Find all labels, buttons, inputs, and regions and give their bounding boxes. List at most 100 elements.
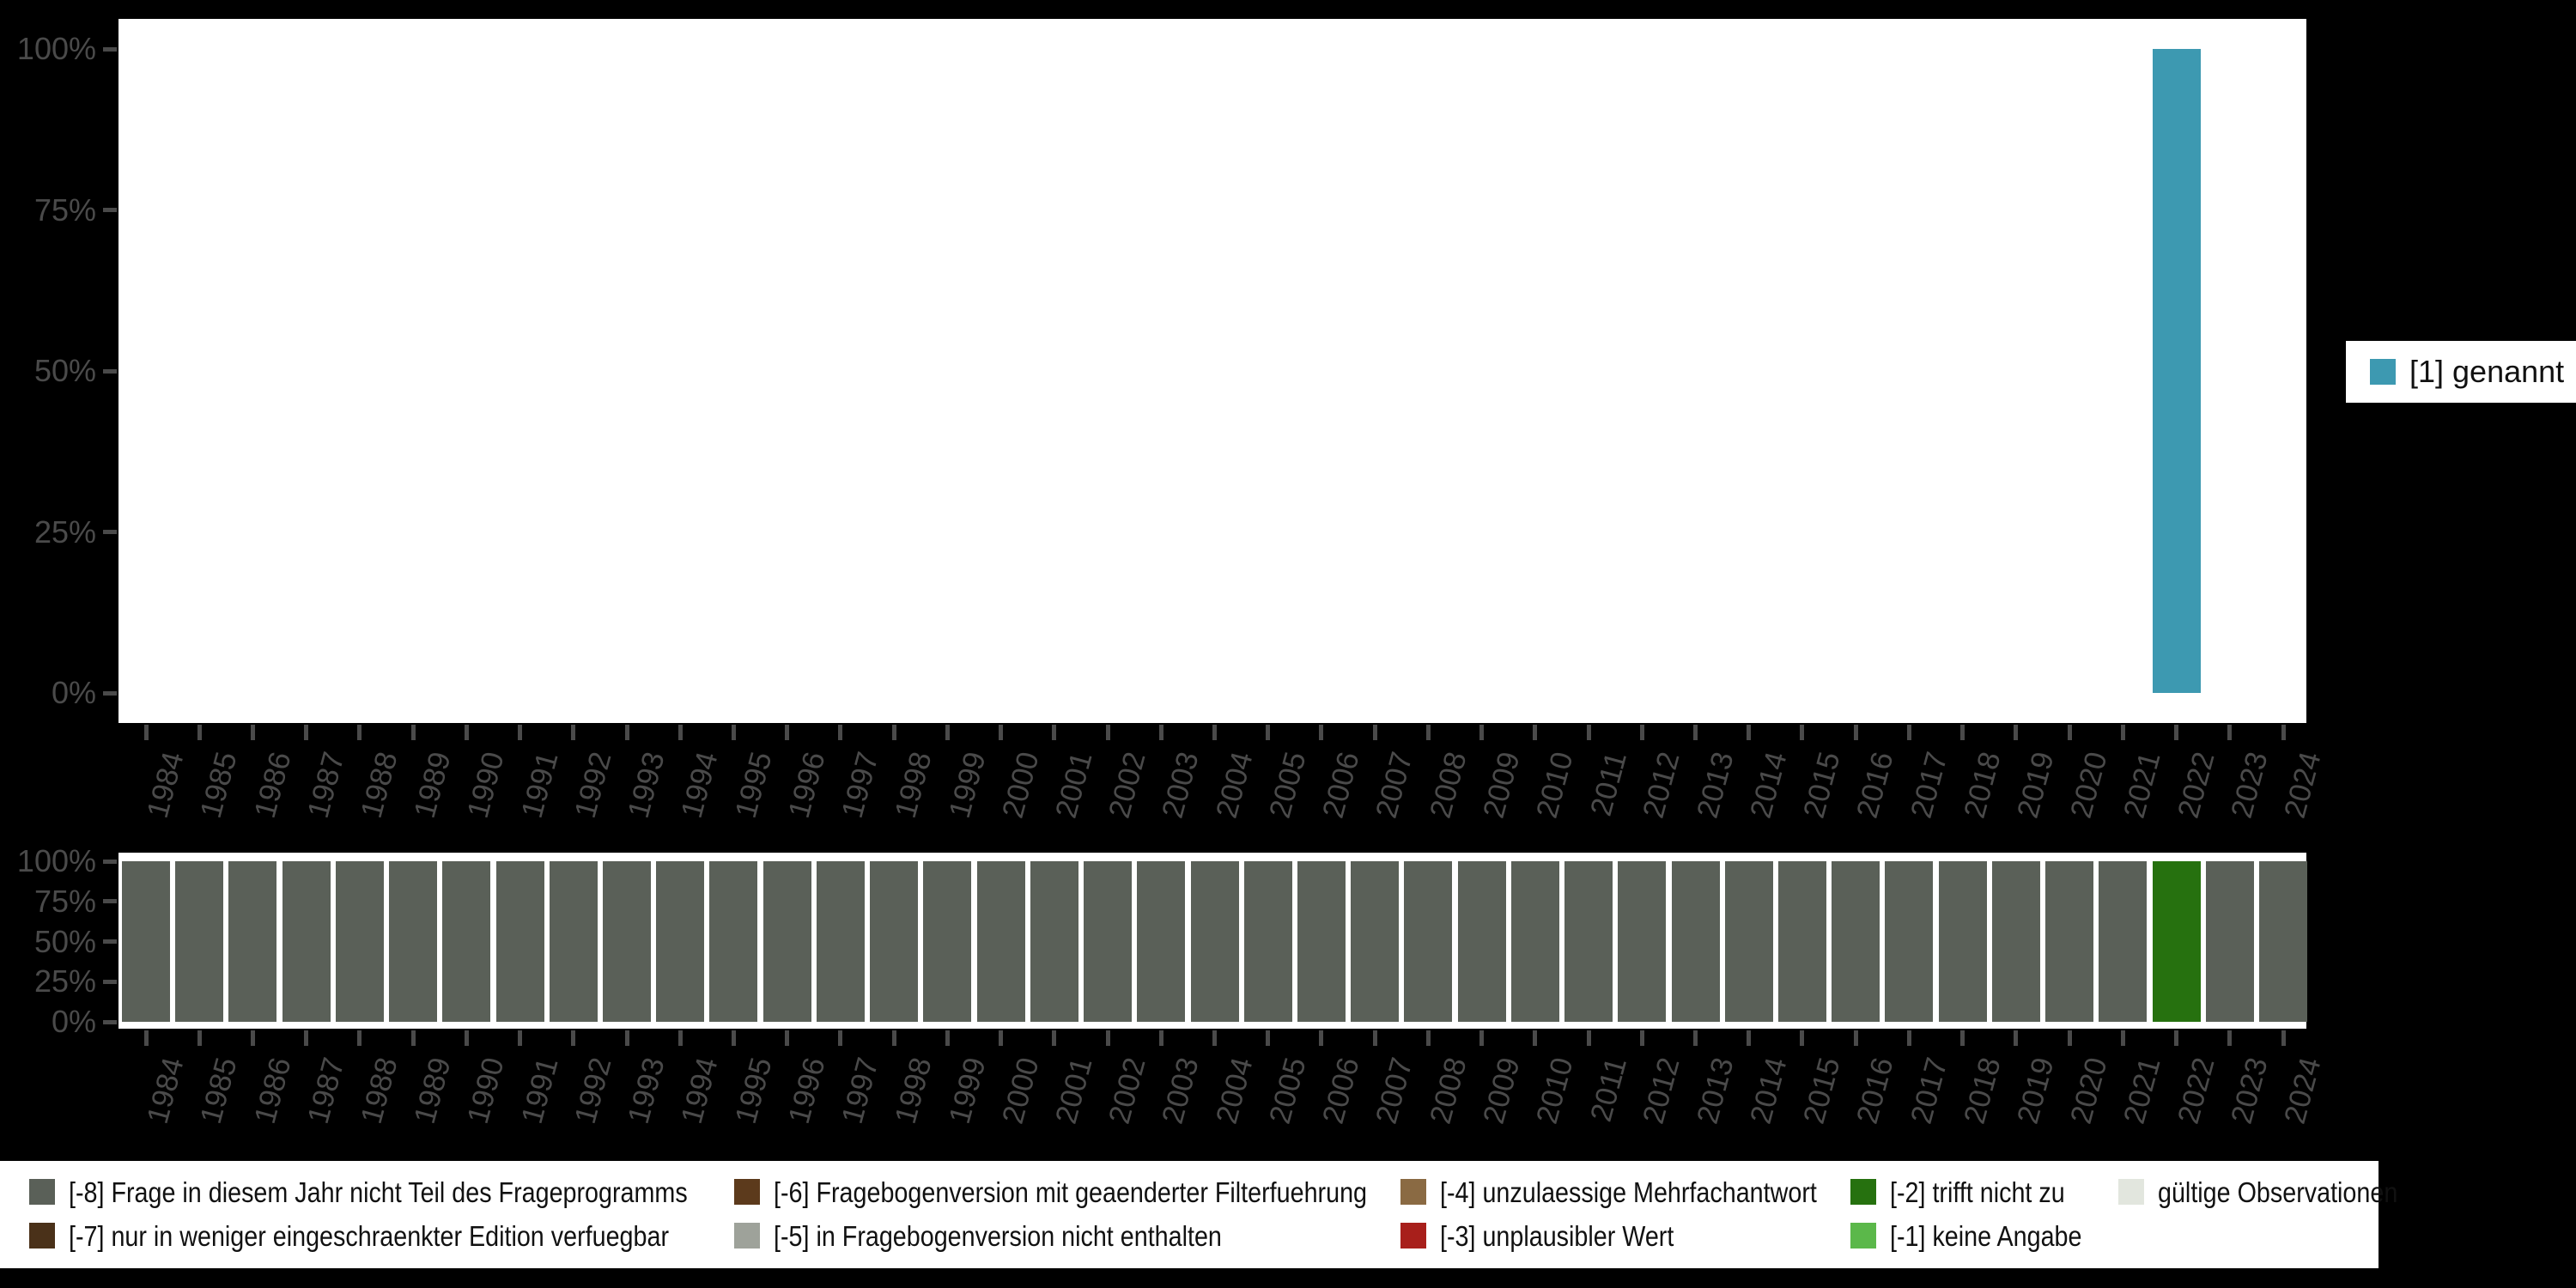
bottom-x-axis-tick [1960, 1030, 1965, 1046]
top-x-axis-tick-label: 1997 [835, 748, 885, 822]
bottom-x-axis-tick-label: 2004 [1209, 1054, 1260, 1127]
bottom-x-axis-tick [1639, 1030, 1644, 1046]
bottom-x-axis-tick-label: 1999 [942, 1054, 993, 1127]
top-x-axis-tick [945, 725, 950, 740]
bottom-x-axis-tick-label: 2024 [2277, 1054, 2328, 1127]
bottom-chart-bar-2021 [2099, 861, 2148, 1022]
bottom-x-axis-tick [1372, 1030, 1377, 1046]
bottom-x-axis-tick [1586, 1030, 1591, 1046]
top-y-axis-tick-label: 0% [51, 675, 96, 710]
bottom-x-axis-tick-label: 2017 [1904, 1054, 1954, 1127]
legend-right-box: [1] genannt [2346, 341, 2576, 403]
bottom-y-axis-tick-label: 75% [33, 883, 96, 919]
top-x-axis-tick-label: 2005 [1262, 748, 1313, 822]
bottom-chart-bar-1991 [495, 861, 544, 1022]
bottom-x-axis-tick [1906, 1030, 1911, 1046]
top-x-axis-tick-label: 2003 [1156, 748, 1206, 822]
bottom-x-axis-tick-label: 2016 [1850, 1054, 1900, 1127]
bottom-y-axis-tick-label: 100% [16, 843, 96, 878]
bottom-chart-bar-2020 [2045, 861, 2094, 1022]
bottom-chart-bar-2016 [1832, 861, 1880, 1022]
top-x-axis-tick-label: 1984 [140, 748, 191, 822]
top-x-axis-tick-label: 2000 [995, 748, 1046, 822]
legend-swatch [734, 1223, 760, 1249]
top-y-axis-tick-label: 75% [33, 191, 96, 228]
legend-right-swatch [2370, 359, 2396, 385]
bottom-x-axis-tick [1747, 1030, 1752, 1046]
legend-item-label: [-7] nur in weniger eingeschraenkter Edi… [69, 1220, 670, 1252]
top-x-axis-tick [143, 725, 149, 740]
top-x-axis-tick-label: 2016 [1850, 748, 1900, 822]
top-x-axis-tick [1960, 725, 1965, 740]
top-x-axis-tick-label: 2008 [1423, 748, 1473, 822]
legend-item-label: gültige Observationen [2158, 1176, 2398, 1208]
top-x-axis-tick-label: 1989 [408, 748, 458, 822]
bottom-x-axis-tick [677, 1030, 683, 1046]
top-x-axis-tick [197, 725, 202, 740]
top-x-axis-tick-label: 2017 [1904, 748, 1954, 822]
bottom-x-axis-tick [2067, 1030, 2072, 1046]
top-y-axis-tick [103, 208, 117, 212]
bottom-chart-bar-2010 [1510, 861, 1559, 1022]
top-x-axis-tick-label: 1988 [354, 748, 404, 822]
top-y-axis-tick [103, 530, 117, 534]
bottom-x-axis-tick-label: 2008 [1423, 1054, 1473, 1127]
top-x-axis-tick-label: 2006 [1315, 748, 1366, 822]
bottom-x-axis-tick-label: 1985 [194, 1054, 244, 1127]
bottom-x-axis-tick [624, 1030, 629, 1046]
top-x-axis-tick-label: 1986 [247, 748, 298, 822]
bottom-chart-bar-1999 [923, 861, 972, 1022]
top-x-axis-tick-label: 2021 [2117, 748, 2168, 822]
top-x-axis-tick-label: 2010 [1529, 748, 1580, 822]
top-x-axis-tick-label: 2015 [1796, 748, 1847, 822]
bottom-y-axis-tick [103, 1019, 117, 1024]
bottom-x-axis-tick-label: 1996 [781, 1054, 832, 1127]
bottom-x-axis-tick [250, 1030, 255, 1046]
bottom-x-axis-tick [1853, 1030, 1858, 1046]
top-x-axis-tick [891, 725, 896, 740]
top-x-axis-tick-label: 1985 [194, 748, 244, 822]
top-y-axis-tick-label: 100% [16, 31, 96, 66]
bottom-y-axis-tick [103, 939, 117, 944]
top-x-axis-tick-label: 2012 [1637, 748, 1687, 822]
top-x-axis-tick [357, 725, 362, 740]
top-x-axis-tick [624, 725, 629, 740]
bottom-chart-bar-2024 [2259, 861, 2307, 1022]
bottom-chart-bar-2014 [1724, 861, 1773, 1022]
bottom-x-axis-tick-label: 2019 [2010, 1054, 2061, 1127]
top-x-axis-tick [410, 725, 416, 740]
bottom-x-axis-tick-label: 1993 [621, 1054, 671, 1127]
bottom-x-axis-tick [2174, 1030, 2179, 1046]
top-y-axis-tick-label: 25% [33, 513, 96, 550]
bottom-y-axis-tick [103, 979, 117, 984]
bottom-x-axis-tick-label: 2015 [1796, 1054, 1847, 1127]
bottom-x-axis-tick [1158, 1030, 1163, 1046]
legend-swatch [1400, 1223, 1426, 1249]
bottom-x-axis-tick-label: 2009 [1476, 1054, 1527, 1127]
bottom-x-axis-tick-label: 2014 [1743, 1054, 1794, 1127]
top-x-axis-tick-label: 1999 [942, 748, 993, 822]
top-x-axis-tick [571, 725, 576, 740]
top-x-axis-tick [1105, 725, 1110, 740]
bottom-x-axis-tick [571, 1030, 576, 1046]
top-x-axis-tick [2014, 725, 2019, 740]
top-x-axis-tick [464, 725, 469, 740]
legend-item-label: [-5] in Fragebogenversion nicht enthalte… [774, 1220, 1222, 1252]
top-x-axis-tick-label: 2023 [2224, 748, 2275, 822]
top-x-axis-tick-label: 2018 [1957, 748, 2008, 822]
top-x-axis-tick [1747, 725, 1752, 740]
bottom-chart-bar-2011 [1564, 861, 1613, 1022]
bottom-chart-bar-2023 [2205, 861, 2254, 1022]
top-x-axis-tick-label: 2019 [2010, 748, 2061, 822]
bottom-chart-bar-2004 [1190, 861, 1239, 1022]
bottom-x-axis-tick-label: 2006 [1315, 1054, 1366, 1127]
bottom-chart-bar-1993 [603, 861, 652, 1022]
top-x-axis-tick-label: 2020 [2064, 748, 2114, 822]
bottom-chart-plot-area [118, 853, 2307, 1029]
bottom-x-axis-tick [838, 1030, 843, 1046]
legend-item-label: [-8] Frage in diesem Jahr nicht Teil des… [69, 1176, 688, 1208]
bottom-x-axis-tick [785, 1030, 790, 1046]
bottom-x-axis-tick-label: 1995 [728, 1054, 779, 1127]
legend-right-label: [1] genannt [2409, 354, 2565, 389]
